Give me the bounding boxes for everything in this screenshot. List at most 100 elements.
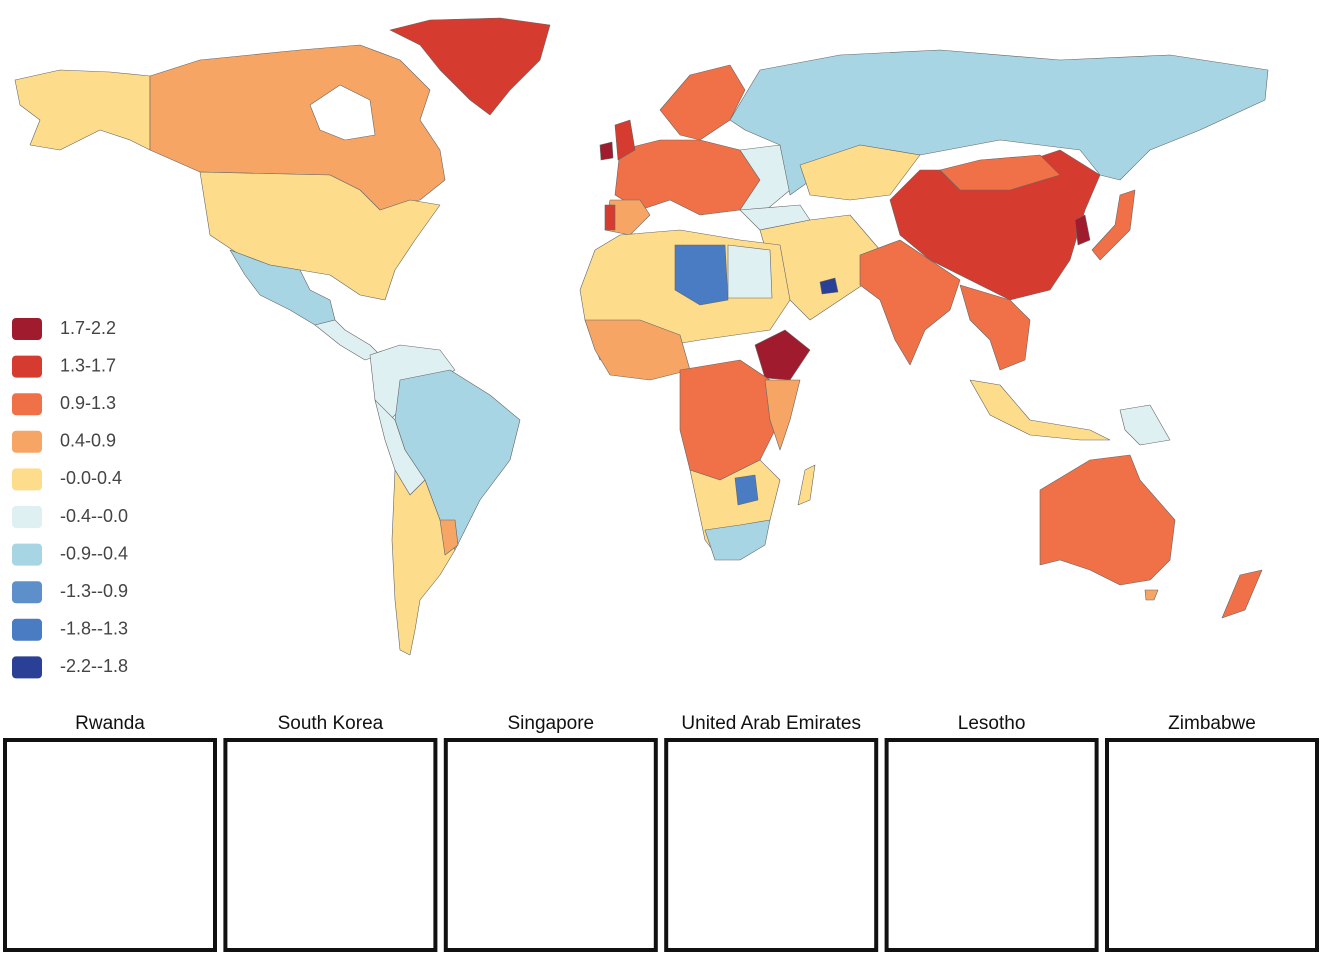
southeast-asia xyxy=(959,284,1031,371)
inset-region xyxy=(887,740,1082,950)
uae xyxy=(819,277,839,295)
legend-swatch xyxy=(12,393,42,416)
inset-region xyxy=(496,930,526,950)
tasmania xyxy=(1144,589,1159,601)
inset-title: Lesotho xyxy=(958,713,1026,734)
legend: 1.7-2.2 1.3-1.7 0.9-1.3 0.4-0.9 -0.0-0.4 -0.4… xyxy=(12,318,128,679)
legend-swatch xyxy=(12,468,42,491)
legend-label: 0.9-1.3 xyxy=(60,393,116,413)
legend-label: -0.0-0.4 xyxy=(60,468,122,488)
inset-region xyxy=(726,810,796,900)
new-zealand xyxy=(1221,569,1263,619)
inset-region xyxy=(666,740,876,910)
argentina-chile xyxy=(391,469,456,656)
inset-region xyxy=(307,795,345,880)
inset-region xyxy=(1107,740,1257,820)
inset-background xyxy=(225,740,435,950)
inset-background xyxy=(887,740,1097,950)
libya xyxy=(674,244,729,306)
inset-region xyxy=(446,740,576,850)
inset-region xyxy=(285,740,315,780)
inset-region xyxy=(85,860,105,925)
world-map xyxy=(14,17,1269,656)
inset-map xyxy=(1107,740,1317,950)
legend-label: 1.7-2.2 xyxy=(60,318,116,338)
inset-title: United Arab Emirates xyxy=(681,713,861,734)
portugal xyxy=(604,204,616,231)
alaska xyxy=(14,69,151,151)
inset-title: South Korea xyxy=(278,713,384,734)
inset-title: Rwanda xyxy=(75,713,145,734)
inset-region xyxy=(85,740,180,860)
inset-map xyxy=(666,740,876,950)
legend-swatch xyxy=(12,581,42,604)
inset-title: Zimbabwe xyxy=(1168,713,1256,734)
inset-region xyxy=(405,840,435,900)
inset-region xyxy=(666,830,786,950)
inset-region xyxy=(365,890,415,950)
uruguay xyxy=(439,519,459,556)
zimbabwe xyxy=(734,474,759,506)
legend-label: -0.4--0.0 xyxy=(60,506,128,526)
inset-frame xyxy=(223,738,438,952)
japan xyxy=(1091,189,1136,261)
legend-swatch xyxy=(12,430,42,453)
central-america xyxy=(314,319,381,361)
legend-swatch xyxy=(12,543,42,566)
inset-background xyxy=(446,740,656,950)
west-africa xyxy=(584,319,691,381)
inset-background xyxy=(1107,740,1317,950)
inset-region xyxy=(1107,820,1197,950)
ireland xyxy=(599,141,614,161)
legend-swatch xyxy=(12,355,42,378)
inset-map xyxy=(446,740,656,950)
legend-label: -0.9--0.4 xyxy=(60,543,128,563)
india xyxy=(859,239,961,366)
madagascar xyxy=(797,464,816,506)
inset-frame xyxy=(664,738,879,952)
inset-map xyxy=(887,740,1097,950)
east-africa xyxy=(764,379,801,451)
inset-region xyxy=(1187,890,1257,950)
inset-region xyxy=(77,820,105,890)
egypt xyxy=(727,244,773,299)
central-africa xyxy=(679,359,781,481)
inset-background xyxy=(5,740,215,950)
legend-swatch xyxy=(12,506,42,528)
legend-label: -1.8--1.3 xyxy=(60,619,128,639)
inset-background xyxy=(666,740,876,950)
inset-title: Singapore xyxy=(507,713,594,734)
inset-region xyxy=(180,740,215,840)
inset-region xyxy=(1147,780,1257,900)
kazakhstan xyxy=(799,144,921,201)
inset-region xyxy=(1247,740,1317,950)
inset-region xyxy=(574,840,586,870)
australia xyxy=(1039,454,1176,586)
inset-frame xyxy=(443,738,658,952)
legend-label: -1.3--0.9 xyxy=(60,581,128,601)
inset-region xyxy=(534,825,549,840)
greenland xyxy=(389,17,551,116)
legend-swatch xyxy=(12,618,42,641)
inset-map xyxy=(225,740,435,950)
inset-region xyxy=(706,805,721,845)
inset-region xyxy=(225,740,285,765)
inset-region xyxy=(225,795,245,835)
legend-label: -2.2--1.8 xyxy=(60,656,128,676)
korea xyxy=(1074,214,1091,246)
hudson-bay xyxy=(309,84,376,141)
inset-map xyxy=(5,740,215,950)
indonesia xyxy=(969,379,1111,441)
legend-label: 1.3-1.7 xyxy=(60,355,116,375)
inset-region xyxy=(5,740,215,950)
legend-label: 0.4-0.9 xyxy=(60,431,116,451)
ethiopia xyxy=(754,329,811,381)
inset-frame xyxy=(884,738,1099,952)
inset-region xyxy=(786,820,876,950)
inset-frame xyxy=(1105,738,1319,952)
insets: Rwanda South Korea Singapore United Arab Em… xyxy=(3,713,1319,952)
scandinavia xyxy=(659,64,746,141)
russia xyxy=(729,49,1269,196)
south-africa xyxy=(704,519,771,561)
